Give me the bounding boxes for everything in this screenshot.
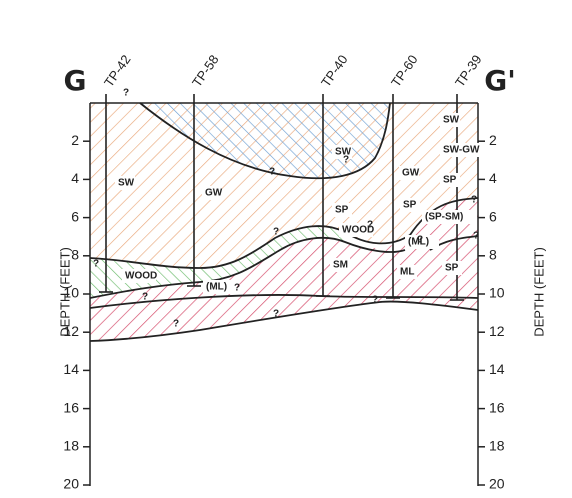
soil-label: (ML) [206, 282, 227, 293]
soil-label: WOOD [125, 271, 157, 282]
unknown-marker: ? [343, 155, 349, 166]
soil-label: GW [402, 168, 420, 179]
section-label: G [64, 64, 87, 97]
depth-label: 16 [63, 399, 79, 415]
soil-label: (SP-SM) [425, 212, 463, 223]
depth-label: 16 [489, 399, 505, 415]
test-pit-label: TP-40 [318, 52, 351, 90]
unknown-marker: ? [142, 292, 148, 303]
unknown-marker: ? [93, 259, 99, 270]
depth-label: 10 [63, 285, 79, 301]
depth-label: 4 [489, 170, 497, 186]
unknown-marker: ? [471, 195, 477, 206]
unknown-marker: ? [173, 319, 179, 330]
section-label: G' [484, 64, 516, 97]
strata [90, 103, 478, 341]
unknown-marker: ? [123, 88, 129, 99]
unknown-marker: ? [269, 167, 275, 178]
soil-label: SP [335, 205, 349, 216]
depth-label: 2 [489, 132, 497, 148]
test-pit-label: TP-42 [101, 52, 134, 90]
soil-label: SP [445, 263, 459, 274]
depth-label: 20 [63, 476, 79, 492]
soil-label: SP [403, 200, 417, 211]
test-pit-label: TP-60 [388, 52, 421, 90]
soil-label: ML [400, 267, 414, 278]
depth-label: 4 [71, 170, 79, 186]
axis-title: DEPTH (FEET) [531, 247, 546, 337]
depth-label: 12 [63, 323, 79, 339]
depth-label: 6 [489, 208, 497, 224]
unknown-marker: ? [367, 220, 373, 231]
depth-label: 18 [63, 438, 79, 454]
depth-label: 20 [489, 476, 505, 492]
depth-label: 2 [71, 132, 79, 148]
soil-label: SW [443, 115, 460, 126]
depth-label: 8 [71, 247, 79, 263]
soil-label: SW-GW [443, 145, 480, 156]
unknown-marker: ? [372, 295, 378, 306]
unknown-marker: ? [234, 283, 240, 294]
soil-label: SP [443, 175, 457, 186]
depth-label: 18 [489, 438, 505, 454]
depth-label: 12 [489, 323, 505, 339]
unknown-marker: ? [417, 235, 423, 246]
unknown-marker: ? [273, 309, 279, 320]
soil-label: GW [205, 188, 223, 199]
unknown-marker: ? [473, 231, 479, 242]
test-pit-label: TP-39 [452, 52, 485, 90]
depth-label: 8 [489, 247, 497, 263]
depth-label: 14 [63, 361, 79, 377]
depth-label: 6 [71, 208, 79, 224]
soil-label: SW [118, 178, 135, 189]
cross-section: G G' DEPTH (FEET) DEPTH (FEET) 224466881… [0, 0, 572, 498]
depth-label: 10 [489, 285, 505, 301]
unknown-marker: ? [273, 227, 279, 238]
depth-label: 14 [489, 361, 505, 377]
soil-label: SM [333, 260, 348, 271]
test-pit-label: TP-58 [189, 52, 222, 90]
